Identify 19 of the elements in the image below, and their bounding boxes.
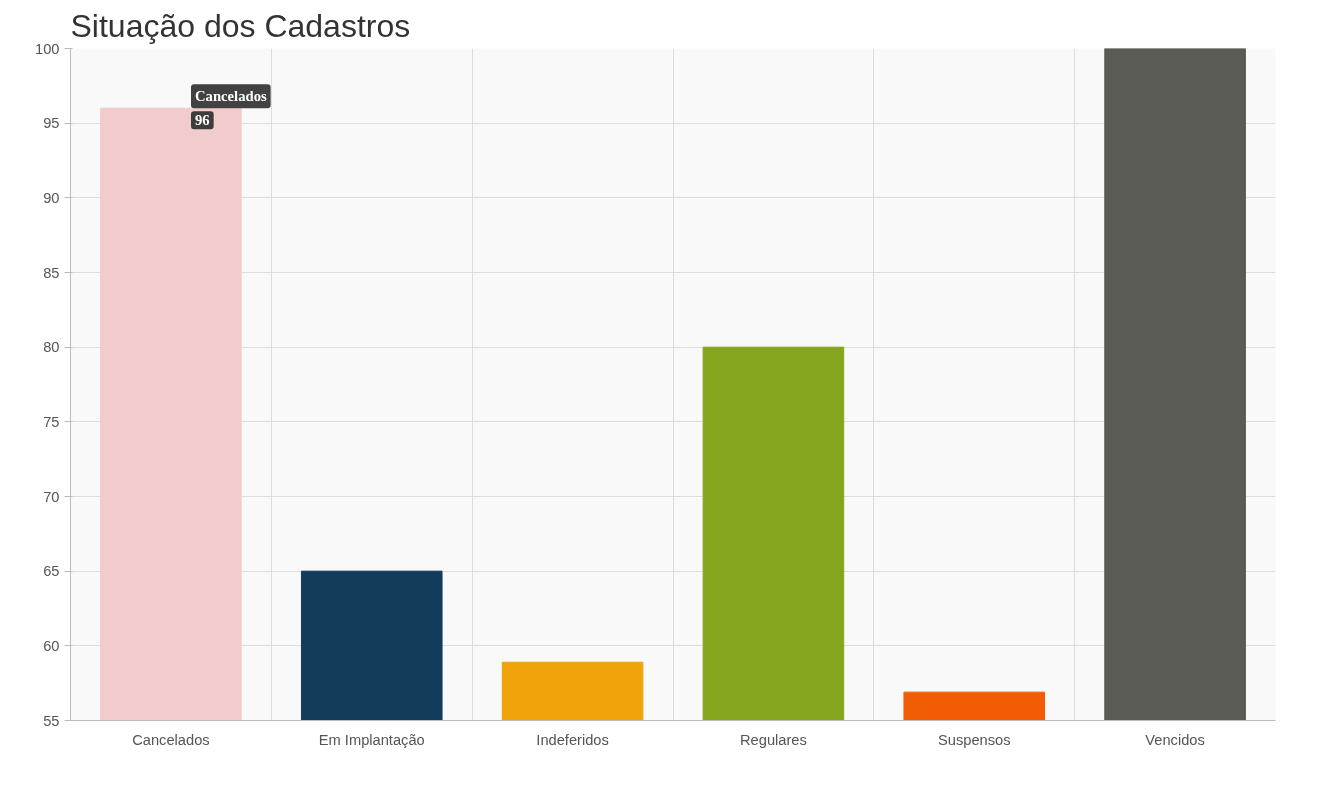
y-tick-label: 85 — [43, 264, 60, 281]
y-tick-label: 95 — [43, 115, 60, 132]
annotation: 96 — [195, 112, 210, 129]
chart-title: Situação dos Cadastros — [70, 7, 411, 44]
x-tick-label: Suspensos — [937, 731, 1011, 748]
x-tick-label: Indeferidos — [536, 731, 609, 748]
x-tick-label: Regulares — [740, 731, 807, 748]
y-tick-label: 100 — [35, 40, 60, 57]
y-tick-label: 70 — [43, 488, 60, 505]
x-tick-label: Vencidos — [1145, 731, 1205, 748]
y-tick-label: 60 — [43, 637, 60, 654]
y-tick-label: 75 — [43, 413, 60, 430]
y-tick-label: 80 — [43, 339, 60, 356]
y-tick-label: 90 — [43, 189, 60, 206]
annotation: Cancelados — [195, 88, 267, 105]
x-tick-label: Cancelados — [132, 731, 210, 748]
x-tick-label: Em Implantação — [318, 731, 425, 748]
y-tick-label: 65 — [43, 563, 60, 580]
y-tick-label: 55 — [43, 712, 60, 729]
